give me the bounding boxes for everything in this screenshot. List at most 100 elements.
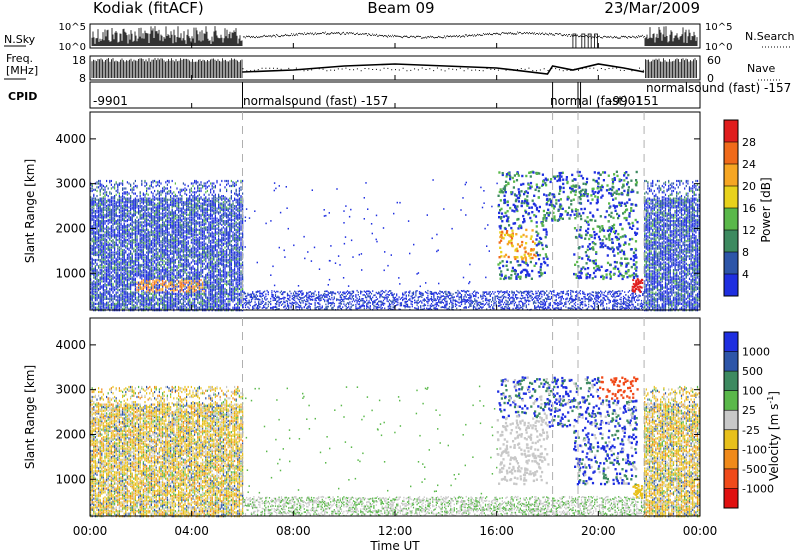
power-cell [106,273,107,275]
power-cell [143,259,144,261]
power-cell [103,265,104,267]
power-cell [128,267,129,269]
power-cell [200,290,201,292]
power-cell [141,182,142,184]
power-cell [194,223,195,225]
power-cell [117,191,118,193]
power-cell [146,187,147,189]
power-cell [130,223,131,225]
power-cell [117,205,118,207]
power-cell [141,234,142,236]
power-cell [109,199,110,201]
power-cell [175,210,176,212]
power-cell [194,219,195,221]
power-cell [160,224,161,226]
power-cell [152,230,153,232]
power-cell [133,260,134,262]
power-cell [196,248,197,250]
power-cell [138,205,139,207]
power-cell [140,214,141,216]
power-cell [120,205,121,207]
power-cell [143,274,144,276]
power-cell [184,225,185,227]
power-cell [146,260,147,262]
power-cell [159,298,160,300]
power-cell [212,214,213,216]
power-cell [135,278,136,280]
power-cell [172,278,173,280]
power-cell [175,295,176,297]
freq-left-tick-bottom: 8 [79,72,86,85]
power-cell [112,234,113,236]
power-cell [117,228,118,230]
power-cell [192,298,193,300]
power-cell [160,198,161,200]
power-cell [175,215,176,217]
power-cell [165,214,166,216]
power-cell [189,298,190,300]
power-cell [168,302,169,304]
power-cell [180,264,181,266]
power-cell [101,208,102,210]
power-cell [157,282,158,284]
power-cell [205,226,206,228]
power-cell [178,201,179,203]
power-cell [168,279,169,281]
power-cell [210,233,211,235]
power-cell [170,272,171,274]
power-cell [175,298,176,300]
power-cell [95,220,96,222]
power-cell [135,249,136,251]
power-cell [141,208,142,210]
power-cell [93,293,94,295]
power-cell [208,180,209,182]
power-cell [199,187,200,189]
power-cell [103,185,104,187]
power-cell [194,260,195,262]
power-cell [140,210,141,212]
power-cell [117,184,118,186]
power-cell [104,201,105,203]
power-cell [114,184,115,186]
power-cell [216,300,217,302]
power-cell [192,241,193,243]
power-cell [208,245,209,247]
power-cell [133,265,134,267]
power-cell [98,205,99,207]
power-cell [199,205,200,207]
power-cell [125,288,126,290]
power-cell [120,265,121,267]
power-cell [128,240,129,242]
power-cell [108,219,109,221]
power-cell [192,285,193,287]
power-cell [213,190,214,192]
power-cell [212,218,213,220]
power-cell [122,245,123,247]
power-cell [141,300,142,302]
power-cell [124,244,125,246]
power-cell [184,297,185,299]
power-cell [181,208,182,210]
power-cell [151,234,152,236]
power-cell [141,205,142,207]
power-cell [127,254,128,256]
power-cell [93,208,94,210]
power-cell [130,278,131,280]
power-cell [212,239,213,241]
power-cell [130,240,131,242]
power-cell [178,270,179,272]
power-cell [108,236,109,238]
power-cell [215,221,216,223]
power-cell [194,239,195,241]
power-cell [183,229,184,231]
power-cell [205,243,206,245]
power-cell [103,211,104,213]
power-cell [164,249,165,251]
power-cell [212,241,213,243]
power-cell [178,267,179,269]
power-cell [96,236,97,238]
power-cell [194,273,195,275]
power-cell [135,210,136,212]
power-cell [191,194,192,196]
power-cell [162,216,163,218]
